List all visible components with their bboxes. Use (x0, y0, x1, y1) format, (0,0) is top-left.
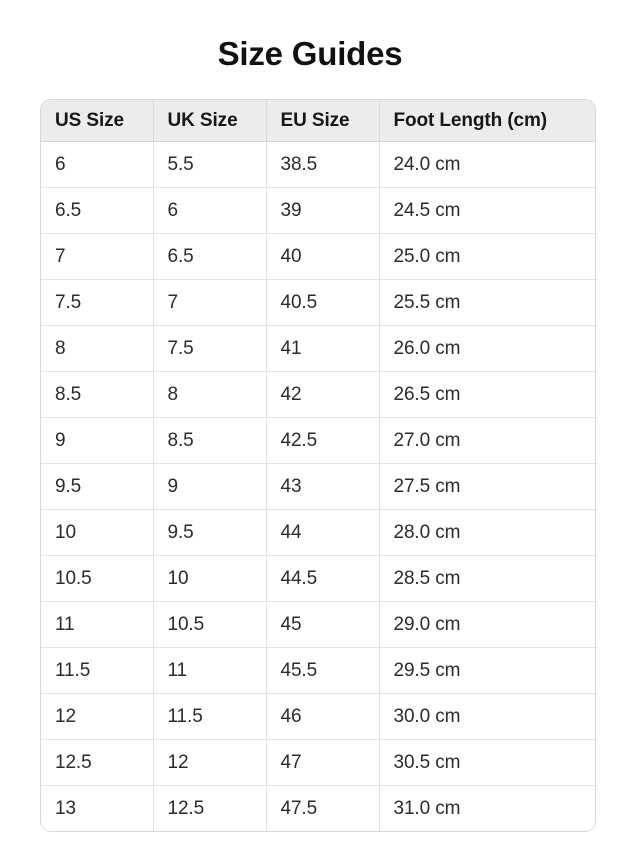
cell-eu-size: 44.5 (266, 555, 380, 602)
cell-uk-size: 6.5 (153, 233, 267, 280)
cell-us-size: 9 (41, 417, 154, 464)
column-header-foot-length: Foot Length (cm) (379, 100, 595, 142)
cell-eu-size: 41 (266, 325, 380, 372)
cell-us-size: 12.5 (41, 739, 154, 786)
cell-us-size: 11.5 (41, 647, 154, 694)
cell-us-size: 11 (41, 601, 154, 648)
cell-uk-size: 9 (153, 463, 267, 510)
column-header-uk-size: UK Size (153, 100, 267, 142)
cell-uk-size: 8.5 (153, 417, 267, 464)
cell-foot-length: 30.0 cm (379, 693, 595, 740)
cell-foot-length: 25.0 cm (379, 233, 595, 280)
page-title: Size Guides (217, 35, 403, 72)
cell-uk-size: 7.5 (153, 325, 267, 372)
table-header-row: US Size UK Size EU Size Foot Length (cm) (41, 100, 595, 142)
cell-us-size: 12 (41, 693, 154, 740)
cell-eu-size: 45 (266, 601, 380, 648)
cell-uk-size: 11 (153, 647, 267, 694)
cell-eu-size: 46 (266, 693, 380, 740)
cell-uk-size: 11.5 (153, 693, 267, 740)
table-row: 8 7.5 41 26.0 cm (41, 325, 595, 372)
cell-us-size: 10.5 (41, 555, 154, 602)
table-row: 6.5 6 39 24.5 cm (41, 187, 595, 234)
cell-foot-length: 28.5 cm (379, 555, 595, 602)
cell-eu-size: 47.5 (266, 785, 380, 831)
cell-foot-length: 24.0 cm (379, 141, 595, 188)
cell-us-size: 7.5 (41, 279, 154, 326)
cell-uk-size: 9.5 (153, 509, 267, 556)
cell-foot-length: 29.5 cm (379, 647, 595, 694)
cell-uk-size: 12.5 (153, 785, 267, 831)
cell-foot-length: 25.5 cm (379, 279, 595, 326)
table-row: 7.5 7 40.5 25.5 cm (41, 279, 595, 326)
cell-eu-size: 45.5 (266, 647, 380, 694)
table-row: 10 9.5 44 28.0 cm (41, 509, 595, 556)
table-row: 9 8.5 42.5 27.0 cm (41, 417, 595, 464)
cell-uk-size: 8 (153, 371, 267, 418)
cell-foot-length: 27.0 cm (379, 417, 595, 464)
cell-uk-size: 10 (153, 555, 267, 602)
cell-foot-length: 31.0 cm (379, 785, 595, 831)
column-header-us-size: US Size (41, 100, 154, 142)
cell-eu-size: 38.5 (266, 141, 380, 188)
cell-us-size: 13 (41, 785, 154, 831)
cell-us-size: 7 (41, 233, 154, 280)
cell-eu-size: 39 (266, 187, 380, 234)
cell-eu-size: 40.5 (266, 279, 380, 326)
table-row: 11.5 11 45.5 29.5 cm (41, 647, 595, 694)
table-row: 6 5.5 38.5 24.0 cm (41, 141, 595, 188)
cell-eu-size: 47 (266, 739, 380, 786)
cell-us-size: 8.5 (41, 371, 154, 418)
cell-uk-size: 6 (153, 187, 267, 234)
cell-foot-length: 27.5 cm (379, 463, 595, 510)
cell-foot-length: 30.5 cm (379, 739, 595, 786)
cell-us-size: 9.5 (41, 463, 154, 510)
cell-foot-length: 26.5 cm (379, 371, 595, 418)
table-row: 7 6.5 40 25.0 cm (41, 233, 595, 280)
cell-foot-length: 26.0 cm (379, 325, 595, 372)
table-row: 8.5 8 42 26.5 cm (41, 371, 595, 418)
table-row: 9.5 9 43 27.5 cm (41, 463, 595, 510)
size-guide-table: US Size UK Size EU Size Foot Length (cm)… (41, 100, 595, 831)
table-row: 12.5 12 47 30.5 cm (41, 739, 595, 786)
cell-us-size: 6 (41, 141, 154, 188)
cell-us-size: 10 (41, 509, 154, 556)
cell-eu-size: 42 (266, 371, 380, 418)
cell-us-size: 6.5 (41, 187, 154, 234)
cell-foot-length: 29.0 cm (379, 601, 595, 648)
table-row: 11 10.5 45 29.0 cm (41, 601, 595, 648)
cell-foot-length: 28.0 cm (379, 509, 595, 556)
cell-uk-size: 5.5 (153, 141, 267, 188)
cell-eu-size: 42.5 (266, 417, 380, 464)
cell-us-size: 8 (41, 325, 154, 372)
table-row: 13 12.5 47.5 31.0 cm (41, 785, 595, 831)
column-header-eu-size: EU Size (266, 100, 380, 142)
cell-eu-size: 44 (266, 509, 380, 556)
cell-eu-size: 40 (266, 233, 380, 280)
table-row: 12 11.5 46 30.0 cm (41, 693, 595, 740)
table-row: 10.5 10 44.5 28.5 cm (41, 555, 595, 602)
cell-eu-size: 43 (266, 463, 380, 510)
cell-uk-size: 10.5 (153, 601, 267, 648)
cell-foot-length: 24.5 cm (379, 187, 595, 234)
table-header: US Size UK Size EU Size Foot Length (cm) (41, 100, 595, 142)
size-guide-table-container: US Size UK Size EU Size Foot Length (cm)… (40, 99, 596, 832)
cell-uk-size: 7 (153, 279, 267, 326)
cell-uk-size: 12 (153, 739, 267, 786)
table-body: 6 5.5 38.5 24.0 cm 6.5 6 39 24.5 cm 7 6.… (41, 141, 595, 831)
